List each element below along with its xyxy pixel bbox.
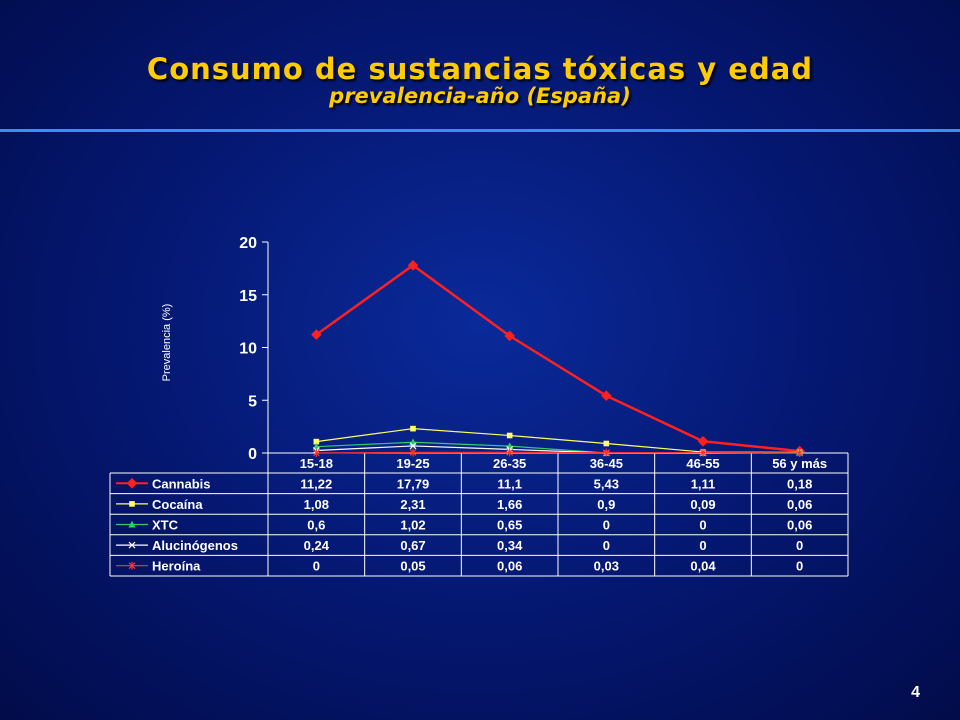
data-label: 0,06 [497, 559, 522, 574]
data-point [603, 440, 610, 447]
series-line [316, 451, 800, 454]
y-tick-label: 20 [239, 235, 257, 252]
data-label: 0,06 [787, 518, 812, 533]
category-label: 36-45 [590, 456, 623, 471]
legend-marker [128, 520, 136, 528]
data-label: 0 [603, 538, 610, 553]
data-point [312, 449, 320, 457]
y-axis-label: Prevalencia (%) [161, 304, 173, 382]
legend-label: Heroína [152, 559, 201, 574]
data-point [506, 448, 514, 457]
data-label: 11,1 [497, 476, 522, 491]
data-point [796, 449, 804, 457]
data-point [313, 438, 320, 445]
data-label: 0,06 [787, 497, 812, 512]
series-line [315, 263, 800, 453]
legend-entry: Cannabis [116, 476, 211, 491]
data-point [506, 432, 513, 439]
category-label: 56 y más [772, 456, 827, 471]
data-point [407, 260, 419, 271]
category-label: 15-18 [300, 456, 333, 471]
data-label: 0 [796, 559, 803, 574]
data-label: 0,65 [497, 518, 522, 533]
y-tick-label: 15 [239, 288, 257, 305]
series-line [316, 428, 800, 453]
data-label: 1,66 [497, 497, 522, 512]
data-label: 2,31 [400, 497, 425, 512]
legend-label: XTC [152, 518, 179, 533]
y-tick-label: 5 [248, 393, 257, 410]
data-label: 0,09 [690, 497, 715, 512]
data-label: 1,02 [400, 518, 425, 533]
slide-title: Consumo de sustancias tóxicas y edad [146, 52, 814, 86]
data-label: 1,11 [691, 476, 716, 491]
data-label: 0,04 [690, 559, 716, 574]
category-label: 26-35 [493, 456, 526, 471]
data-label: 0,24 [304, 538, 330, 553]
legend-entry: Heroína [116, 559, 201, 574]
legend-marker [126, 477, 138, 489]
category-label: 19-25 [396, 456, 429, 471]
data-label: 0,67 [400, 538, 425, 553]
data-label: 0 [699, 518, 706, 533]
data-label: 0 [603, 518, 610, 533]
legend-label: Alucinógenos [152, 538, 238, 553]
data-point [409, 442, 417, 450]
legend-entry: Alucinógenos [116, 538, 238, 553]
data-label: 17,79 [397, 476, 430, 491]
legend-entry: Cocaína [116, 497, 203, 512]
data-point [409, 448, 417, 457]
y-tick-label: 0 [248, 446, 257, 463]
data-point [601, 390, 612, 402]
data-point [504, 330, 515, 342]
data-label: 0 [699, 538, 706, 553]
legend-label: Cannabis [152, 476, 211, 491]
legend-marker [128, 541, 136, 549]
data-label: 5,43 [594, 476, 619, 491]
data-label: 0,18 [787, 476, 812, 491]
data-label: 11,22 [300, 476, 332, 491]
series-heroína [312, 448, 804, 457]
data-label: 0,03 [594, 559, 619, 574]
data-label: 0,05 [400, 559, 425, 574]
data-label: 0 [796, 538, 803, 553]
data-table: 15-18 19-25 26-35 36-45 46-55 56 y más Cannabi… [109, 453, 849, 577]
y-tick-label: 10 [239, 341, 257, 358]
data-label: 0 [313, 559, 320, 574]
data-label: 0,34 [497, 538, 523, 553]
legend-label: Cocaína [152, 497, 203, 512]
legend-marker [128, 561, 136, 570]
slide-header: Consumo de sustancias tóxicas y edad pre… [0, 52, 960, 108]
page-number: 4 [911, 684, 920, 701]
title-divider [0, 129, 960, 132]
series-cannabis [311, 260, 805, 457]
data-point [602, 448, 610, 457]
category-label: 46-55 [686, 456, 719, 471]
data-point [410, 425, 416, 432]
slide-subtitle: prevalencia-año (España) [329, 84, 631, 108]
data-label: 0,6 [307, 518, 325, 533]
data-label: 0,9 [597, 497, 615, 512]
legend-marker [129, 501, 135, 507]
data-point [697, 435, 709, 447]
data-point [699, 448, 707, 457]
legend-entry: XTC [116, 518, 179, 533]
data-point [311, 329, 322, 340]
data-label: 1,08 [304, 497, 329, 512]
